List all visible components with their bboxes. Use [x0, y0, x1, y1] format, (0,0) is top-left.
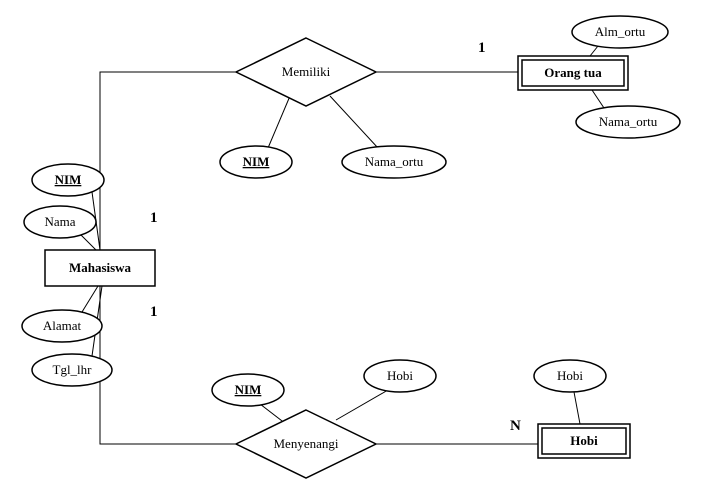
attribute-ortu_alm: Alm_ortu	[572, 16, 668, 48]
edge-mem_nim-memiliki	[268, 96, 290, 148]
entity-hobi: Hobi	[538, 424, 630, 458]
attribute-ortu_alm-label: Alm_ortu	[595, 24, 646, 39]
attribute-mhs_alamat: Alamat	[22, 310, 102, 342]
entity-orang_tua: Orang tua	[518, 56, 628, 90]
cardinality-c1: 1	[150, 210, 158, 226]
edges-group	[80, 46, 604, 444]
relationship-menyenangi: Menyenangi	[236, 410, 376, 478]
attribute-men_nim-label: NIM	[235, 382, 262, 397]
relationship-memiliki: Memiliki	[236, 38, 376, 106]
edge-ortu_nama-orang_tua	[592, 90, 604, 108]
attribute-mem_nama-label: Nama_ortu	[365, 154, 424, 169]
attribute-mhs_alamat-label: Alamat	[43, 318, 82, 333]
attribute-ortu_nama-label: Nama_ortu	[599, 114, 658, 129]
attribute-mhs_tgl: Tgl_lhr	[32, 354, 112, 386]
cardinality-c4: N	[510, 418, 521, 434]
attribute-mem_nama: Nama_ortu	[342, 146, 446, 178]
entity-hobi-label: Hobi	[570, 433, 598, 448]
attribute-ortu_nama: Nama_ortu	[576, 106, 680, 138]
attribute-mhs_nama-label: Nama	[44, 214, 75, 229]
edge-hobi_hobi-hobi	[574, 392, 580, 424]
attribute-mem_nim-label: NIM	[243, 154, 270, 169]
edge-mem_nama-memiliki	[330, 96, 378, 148]
attribute-men_hobi-label: Hobi	[387, 368, 413, 383]
edge-mhs_alamat-mahasiswa	[82, 286, 98, 312]
entity-mahasiswa: Mahasiswa	[45, 250, 155, 286]
attribute-mhs_nim-label: NIM	[55, 172, 82, 187]
relationship-memiliki-label: Memiliki	[282, 64, 331, 79]
attribute-men_hobi: Hobi	[364, 360, 436, 392]
attribute-men_nim: NIM	[212, 374, 284, 406]
edge-mhs_nama-mahasiswa	[80, 234, 96, 250]
edge-men_hobi-menyenangi	[336, 390, 388, 420]
attribute-hobi_hobi: Hobi	[534, 360, 606, 392]
er-diagram: Mahasiswa Orang tua Hobi Memiliki Menyenangi…	[0, 0, 717, 500]
relationship-menyenangi-label: Menyenangi	[274, 436, 339, 451]
edge-mahasiswa-menyenangi	[100, 286, 236, 444]
attribute-mhs_nim: NIM	[32, 164, 104, 196]
edge-ortu_alm-orang_tua	[590, 46, 598, 56]
attribute-mhs_nama: Nama	[24, 206, 96, 238]
attribute-mem_nim: NIM	[220, 146, 292, 178]
edge-mahasiswa-memiliki	[100, 72, 236, 250]
attribute-mhs_tgl-label: Tgl_lhr	[53, 362, 93, 377]
entity-mahasiswa-label: Mahasiswa	[69, 260, 132, 275]
attribute-hobi_hobi-label: Hobi	[557, 368, 583, 383]
cardinality-c3: 1	[478, 40, 486, 56]
entity-orang_tua-label: Orang tua	[544, 65, 602, 80]
cardinality-c2: 1	[150, 304, 158, 320]
